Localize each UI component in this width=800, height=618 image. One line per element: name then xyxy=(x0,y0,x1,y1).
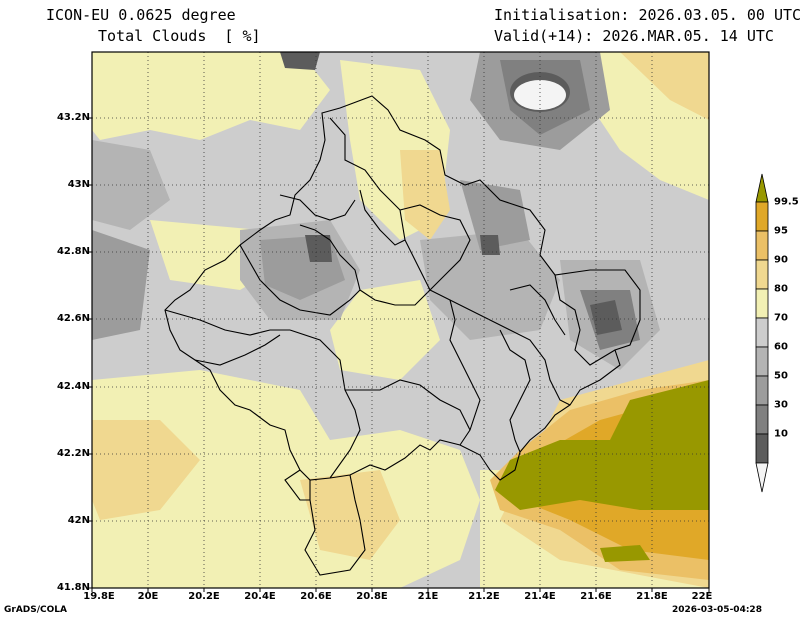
admin-borders xyxy=(164,95,641,576)
lon-label: 20.6E xyxy=(300,591,332,602)
lat-label: 43.2N xyxy=(56,112,90,123)
model-title: ICON-EU 0.0625 degree xyxy=(46,6,236,24)
lon-label: 20.2E xyxy=(188,591,220,602)
lon-label: 21.8E xyxy=(636,591,668,602)
lon-label: 21E xyxy=(417,591,439,602)
legend-swatch-70 xyxy=(755,317,769,348)
footer-credit: GrADS/COLA xyxy=(4,605,67,615)
lon-label: 20.4E xyxy=(244,591,276,602)
field-title: Total Clouds [ %] xyxy=(98,27,261,45)
legend-swatch-80 xyxy=(755,288,769,319)
lon-label: 21.6E xyxy=(580,591,612,602)
grid xyxy=(92,52,709,588)
footer-timestamp: 2026-03-05-04:28 xyxy=(672,605,762,615)
legend-swatch-90 xyxy=(755,259,769,290)
lat-label: 41.8N xyxy=(56,582,90,593)
lon-label: 21.4E xyxy=(524,591,556,602)
lat-label: 43N xyxy=(67,179,90,190)
map-frame xyxy=(91,51,710,589)
lat-label: 42.6N xyxy=(56,313,90,324)
lat-label: 42.8N xyxy=(56,246,90,257)
legend-swatch-30 xyxy=(755,404,769,435)
init-time: Initialisation: 2026.03.05. 00 UTC xyxy=(494,6,800,24)
cloud-field xyxy=(92,52,709,588)
legend-swatch-100 xyxy=(755,173,769,203)
legend-label: 50 xyxy=(774,370,788,382)
legend-label: 90 xyxy=(774,254,788,266)
legend-bar xyxy=(755,173,769,493)
lat-label: 42.4N xyxy=(56,381,90,392)
lat-label: 42.2N xyxy=(56,448,90,459)
lon-label: 19.8E xyxy=(83,591,115,602)
lat-label: 42N xyxy=(67,515,90,526)
legend-label: 10 xyxy=(774,428,788,440)
valid-time: Valid(+14): 2026.MAR.05. 14 UTC xyxy=(494,27,774,45)
lon-label: 20.8E xyxy=(356,591,388,602)
legend-swatch-50 xyxy=(755,375,769,406)
lon-label: 22E xyxy=(691,591,713,602)
lon-label: 20E xyxy=(137,591,159,602)
legend-swatch-95 xyxy=(755,230,769,261)
legend-swatch-60 xyxy=(755,346,769,377)
legend-label: 80 xyxy=(774,283,788,295)
axis-ticks xyxy=(88,117,710,592)
legend-label: 30 xyxy=(774,399,788,411)
legend-swatch-10 xyxy=(755,433,769,464)
legend-label: 60 xyxy=(774,341,788,353)
legend-label: 95 xyxy=(774,225,788,237)
legend-label: 70 xyxy=(774,312,788,324)
legend-swatch-99 xyxy=(755,201,769,232)
lon-label: 21.2E xyxy=(468,591,500,602)
legend-swatch-0 xyxy=(755,462,769,493)
legend-label: 99.5 xyxy=(774,196,799,208)
